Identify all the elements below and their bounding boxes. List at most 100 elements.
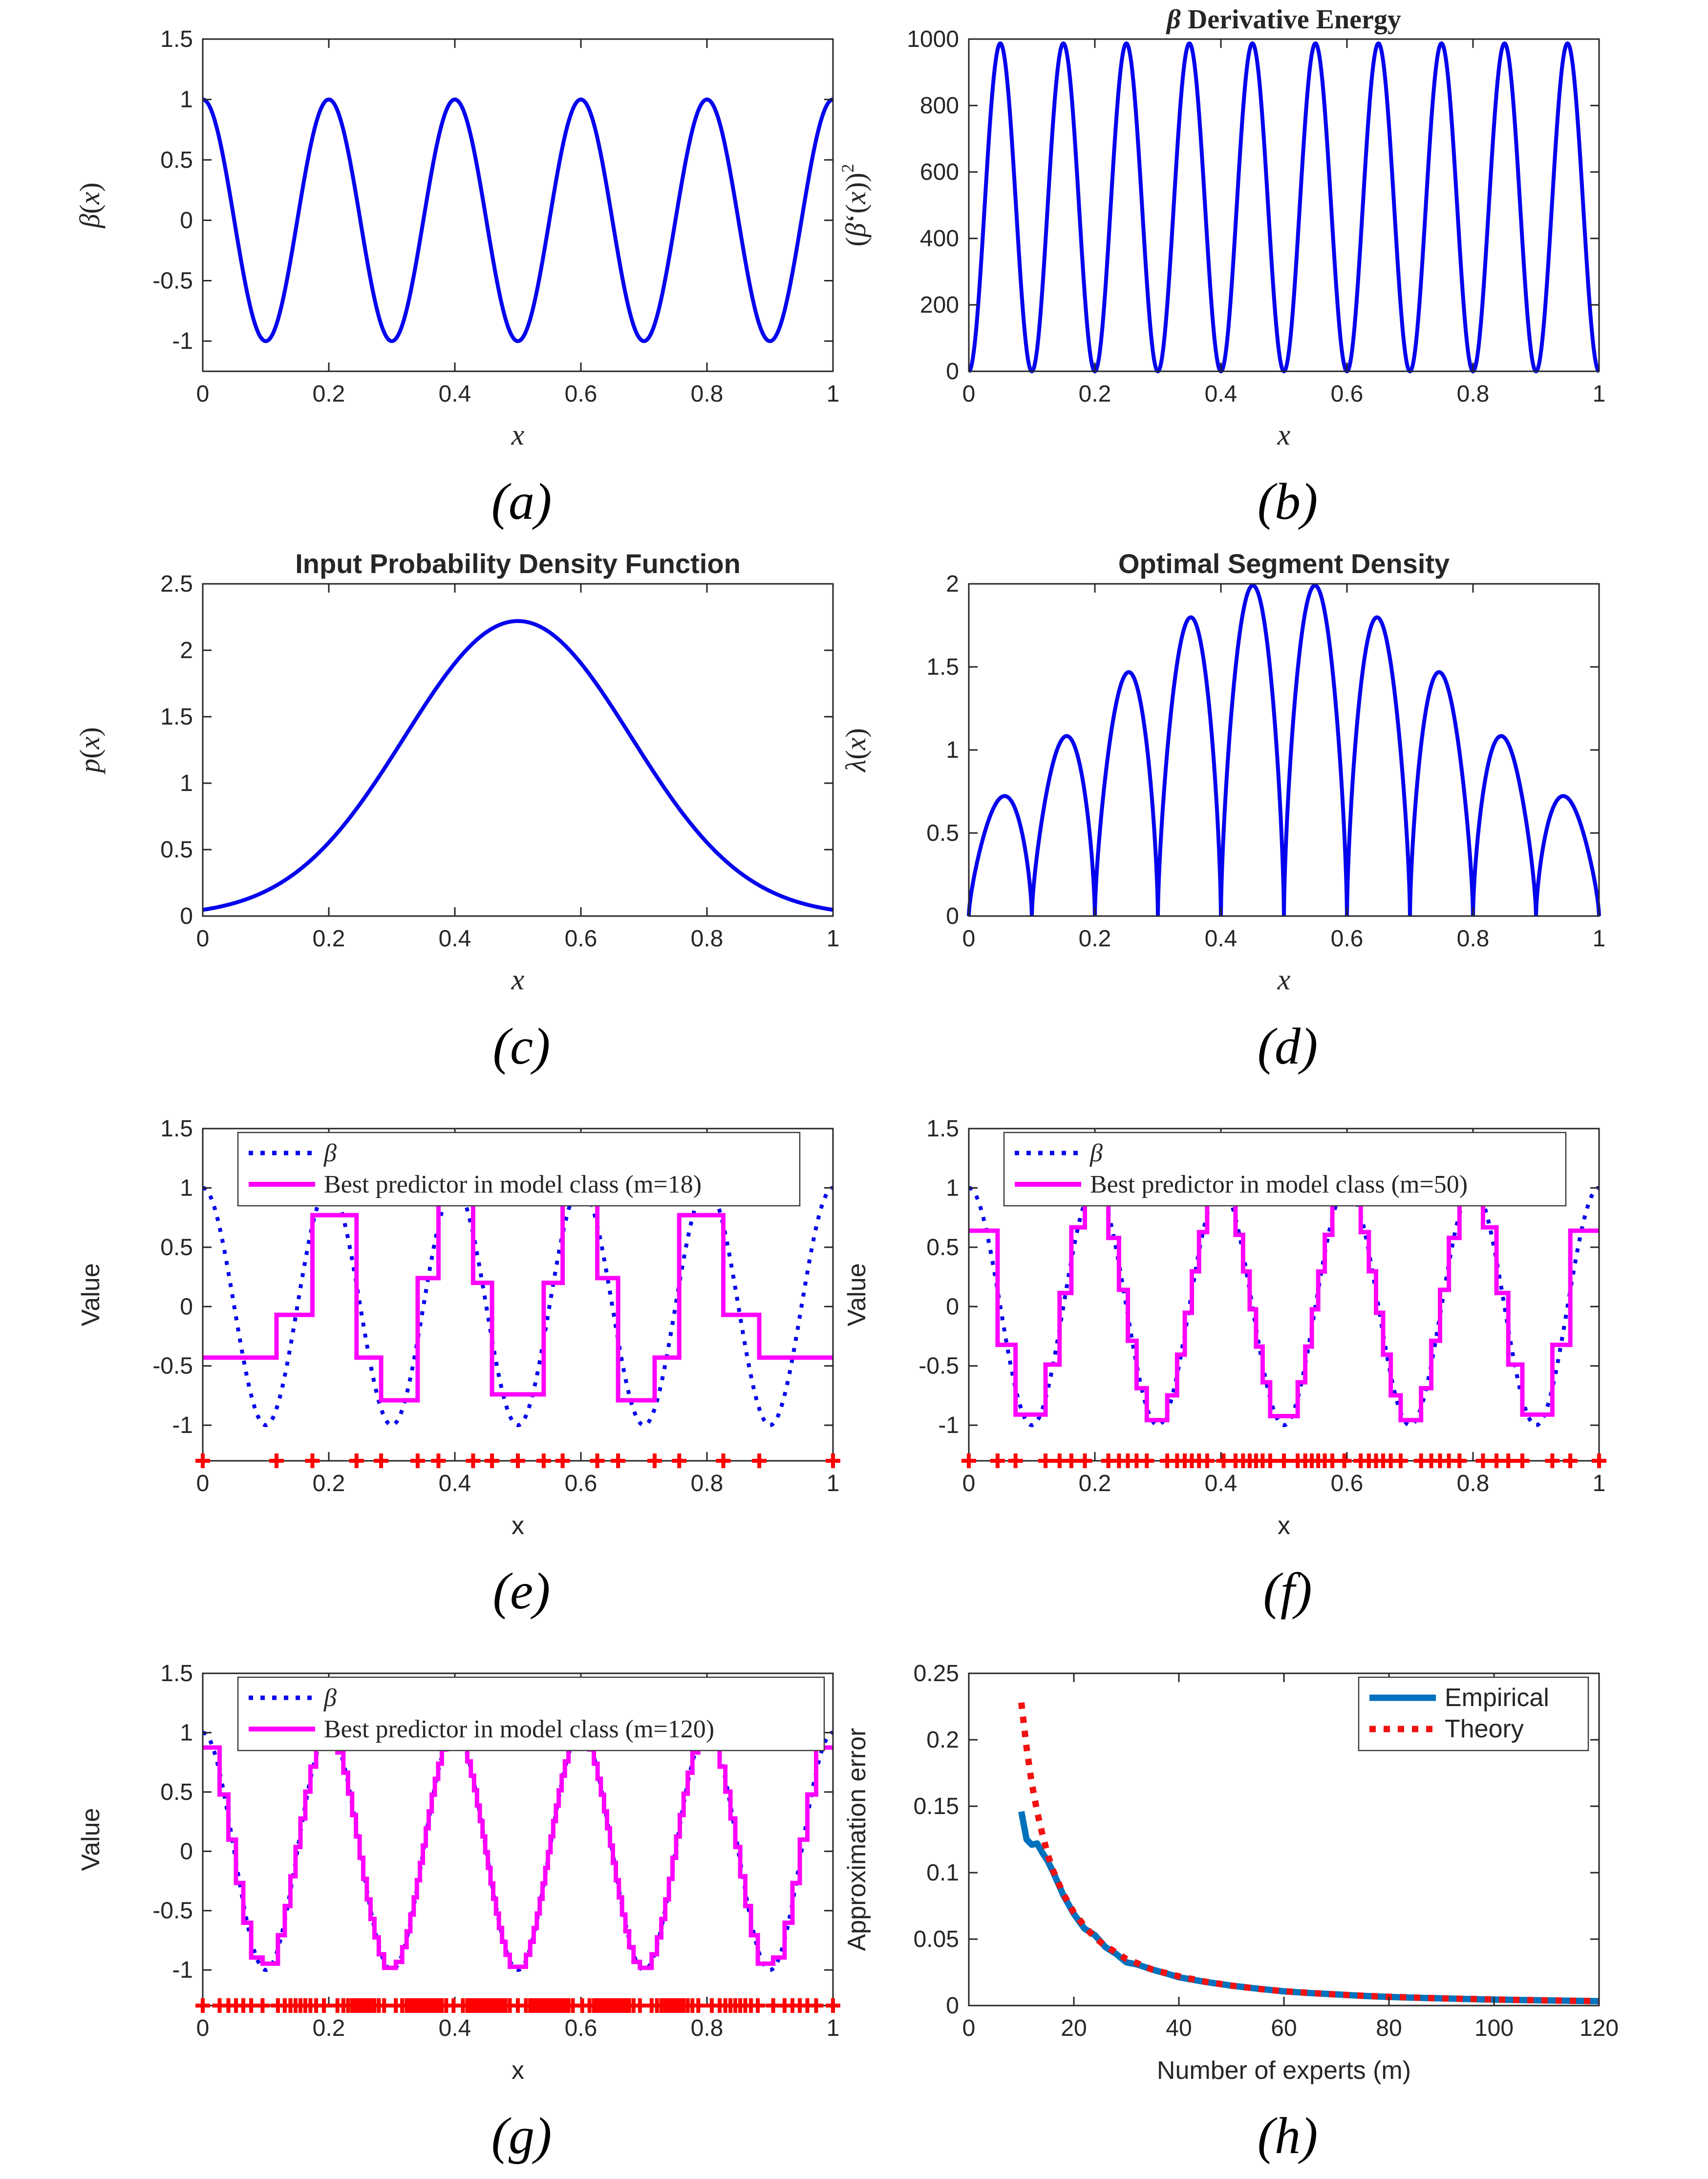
chart-title: Optimal Segment Density (1118, 548, 1450, 579)
chart-predictor-m18: 0 0.2 0.4 0.6 0.8 1 -1 -0.5 0 0.5 1 1.5 x Value β Best … (42, 1090, 872, 1559)
y-tick-label: 1.5 (160, 1116, 193, 1142)
knot-marker (1501, 1453, 1516, 1468)
y-axis-label: λ(x) (840, 728, 872, 773)
x-axis-label: x (512, 2056, 524, 2085)
x-tick-label: 0.6 (565, 926, 598, 952)
knot-marker (1262, 1453, 1278, 1468)
y-tick-label: 0 (946, 1993, 959, 2019)
y-tick-label: 0.05 (914, 1926, 959, 1952)
y-tick-label: 400 (920, 226, 959, 252)
x-tick-label: 0.6 (1331, 926, 1364, 952)
x-tick-label: 0 (962, 2015, 976, 2041)
subplot-g: 0 0.2 0.4 0.6 0.8 1 -1 -0.5 0 0.5 1 1.5 x Value β Best … (0, 1634, 854, 2179)
knot-marker (1515, 1453, 1530, 1468)
x-tick-label: 0.4 (439, 926, 471, 952)
y-tick-label: -0.5 (152, 268, 193, 294)
knot-marker (255, 1998, 270, 2013)
series-beta (202, 1730, 833, 1972)
chart-svg-e: 0 0.2 0.4 0.6 0.8 1 -1 -0.5 0 0.5 1 1.5 x Value β Best … (77, 1116, 840, 1540)
chart-svg-c: 0 0.2 0.4 0.6 0.8 1 0 0.5 1 1.5 2 2.5 Input Probabil… (74, 548, 839, 996)
y-tick-label: 0 (180, 208, 193, 234)
chart-title: Input Probability Density Function (295, 548, 741, 579)
y-tick-label: 0 (180, 903, 193, 929)
x-tick-label: 0 (962, 1471, 976, 1496)
y-tick-label: -1 (172, 1957, 193, 1983)
y-axis-label: (β‘(x))2 (838, 164, 872, 246)
plot-box (968, 38, 1600, 372)
x-tick-label: 0.2 (1079, 1471, 1111, 1496)
knot-marker (990, 1453, 1005, 1468)
chart-svg-a: 0 0.2 0.4 0.6 0.8 1 -1 -0.5 0 0.5 1 1.5 x β(x) (74, 26, 839, 451)
legend-label: β (323, 1684, 337, 1712)
y-tick-label: 1 (180, 87, 193, 113)
y-tick-label: 0.5 (160, 837, 193, 863)
y-tick-label: 0.2 (926, 1727, 959, 1753)
y-tick-label: 0.5 (926, 820, 959, 846)
chart-beta-function: 0 0.2 0.4 0.6 0.8 1 -1 -0.5 0 0.5 1 1.5 x β(x) (42, 0, 872, 469)
x-tick-label: 1 (827, 1471, 840, 1496)
knot-marker (511, 1453, 525, 1468)
x-tick-label: 0.4 (1205, 1471, 1238, 1496)
y-axis-label-group: (β‘(x))2 (838, 164, 872, 246)
x-tick-label: 1 (1593, 381, 1606, 407)
y-axis-label: Value (843, 1263, 871, 1326)
chart-svg-b: 0 0.2 0.4 0.6 0.8 1 0 200 400 600 800 1000 β Derivat… (838, 4, 1606, 451)
knot-marker (1277, 1453, 1291, 1468)
y-axis-label-group: Value (77, 1808, 105, 1871)
x-tick-label: 0.6 (565, 2015, 598, 2041)
y-tick-label: 0 (946, 1294, 959, 1320)
y-tick-label: 2 (180, 638, 193, 663)
x-tick-label: 0.8 (691, 926, 724, 952)
knot-marker (316, 1998, 331, 2013)
knot-marker (1064, 1453, 1079, 1468)
x-axis-label: x (1278, 1512, 1290, 1540)
knot-marker (716, 1453, 731, 1468)
knot-marker (809, 1998, 824, 2013)
y-tick-label: 0 (946, 359, 959, 385)
series-beta (968, 1186, 1600, 1428)
subplot-a: 0 0.2 0.4 0.6 0.8 1 -1 -0.5 0 0.5 1 1.5 x β(x) (a) (0, 0, 854, 545)
chart-title: β Derivative Energy (1166, 4, 1401, 35)
knot-marker (195, 1453, 210, 1468)
x-axis-label: x (1277, 963, 1291, 996)
series-best_predictor_m50 (969, 1193, 1599, 1423)
knot-marker (305, 1453, 320, 1468)
series-input_pdf (202, 619, 833, 912)
y-axis-label: β(x) (74, 182, 106, 228)
legend-label: β (323, 1139, 337, 1167)
x-tick-label: 0.6 (565, 1471, 598, 1496)
subplot-h: 0 20 40 60 80 100 120 0 0.05 0.1 0.15 0.2 0.25 Number… (843, 1634, 1708, 2179)
chart-svg-d: 0 0.2 0.4 0.6 0.8 1 0 0.5 1 1.5 2 Optimal Segment D… (840, 548, 1605, 996)
series-beta (202, 1186, 833, 1428)
subplot-caption-h: (h) (1257, 2107, 1318, 2164)
chart-input-pdf: 0 0.2 0.4 0.6 0.8 1 0 0.5 1 1.5 2 2.5 Input Probabil… (42, 545, 872, 1014)
x-tick-label: 0.2 (313, 926, 345, 952)
x-tick-label: 0.8 (691, 2015, 724, 2041)
knot-marker (750, 1998, 766, 2013)
knot-marker (590, 1453, 605, 1468)
y-tick-label: 1.5 (926, 654, 959, 680)
x-tick-label: 0.8 (691, 1471, 724, 1496)
y-tick-label: 1.5 (160, 1661, 193, 1687)
y-tick-label: 1000 (907, 26, 959, 52)
y-tick-label: 1 (946, 737, 959, 763)
knot-marker (195, 1998, 210, 2013)
x-tick-label: 0.2 (1079, 381, 1111, 407)
x-tick-label: 0 (196, 381, 210, 407)
y-tick-label: 0.15 (914, 1794, 959, 1819)
y-axis-label: Approximation error (843, 1728, 871, 1951)
chart-predictor-m50: 0 0.2 0.4 0.6 0.8 1 -1 -0.5 0 0.5 1 1.5 x Value β Best … (808, 1090, 1638, 1559)
subplot-caption-f: (f) (1263, 1562, 1312, 1620)
chart-optimal-segment-density: 0 0.2 0.4 0.6 0.8 1 0 0.5 1 1.5 2 Optimal Segment D… (808, 545, 1638, 1014)
subplot-d: 0 0.2 0.4 0.6 0.8 1 0 0.5 1 1.5 2 Optimal Segment D… (840, 545, 1708, 1090)
knot-marker (826, 1453, 840, 1468)
y-tick-label: -0.5 (152, 1898, 193, 1924)
x-tick-label: 0.4 (1205, 926, 1238, 952)
legend-label: β (1089, 1139, 1103, 1167)
knot-marker (1199, 1453, 1215, 1468)
y-axis-label-group: p(x) (74, 727, 106, 774)
x-tick-label: 20 (1061, 2015, 1087, 2041)
legend-box (1003, 1132, 1567, 1207)
knot-marker (647, 1453, 662, 1468)
